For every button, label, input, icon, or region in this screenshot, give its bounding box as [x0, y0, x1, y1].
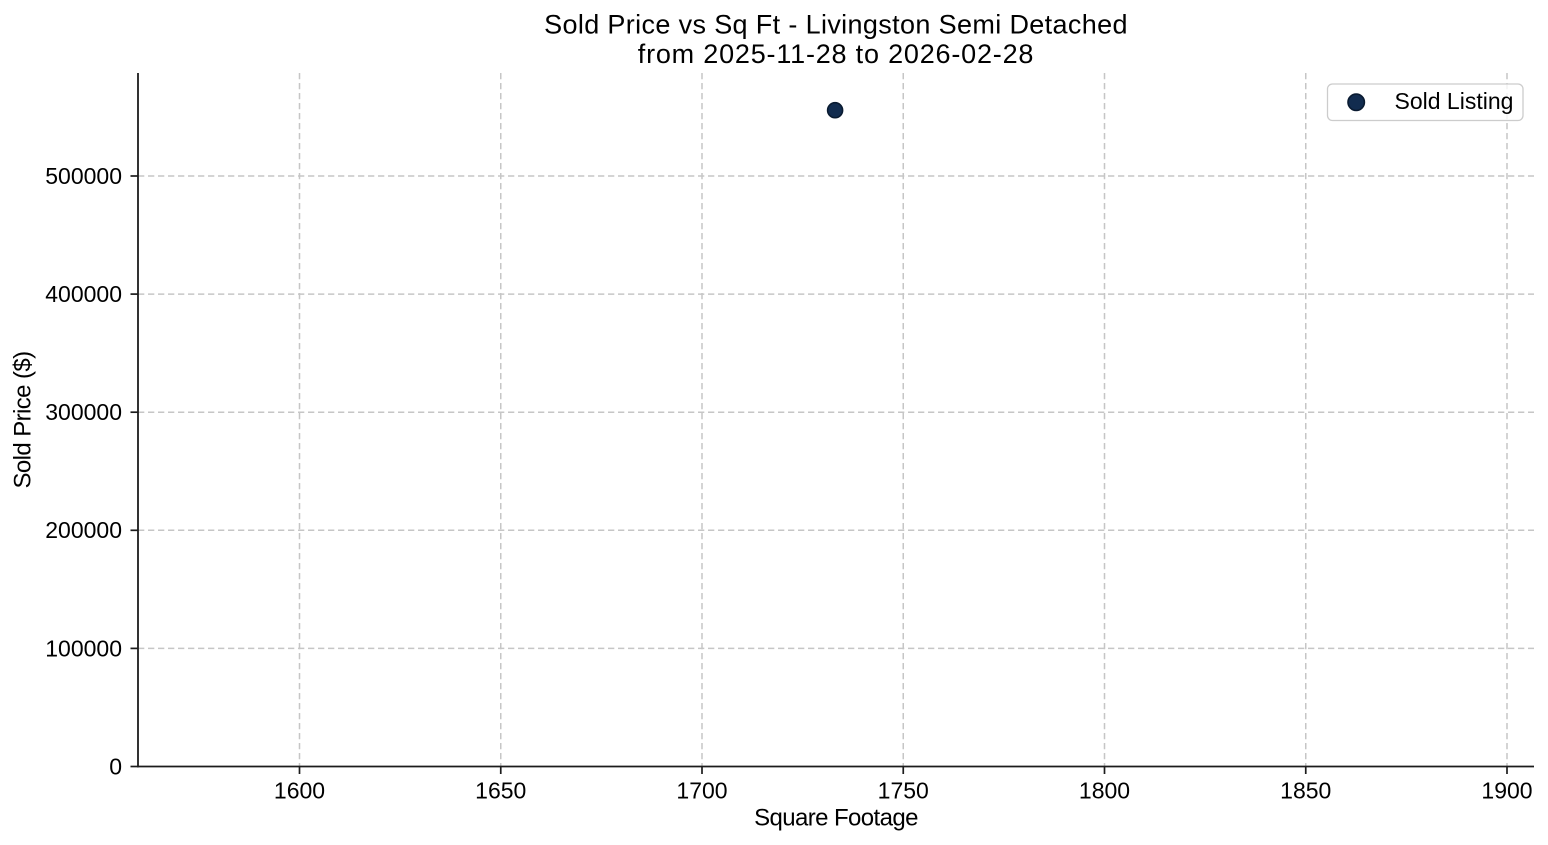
svg-text:Sold Listing: Sold Listing	[1395, 88, 1514, 114]
svg-text:300000: 300000	[45, 399, 122, 425]
svg-text:100000: 100000	[45, 635, 122, 661]
svg-text:500000: 500000	[45, 163, 122, 189]
svg-text:from 2025-11-28 to 2026-02-28: from 2025-11-28 to 2026-02-28	[638, 39, 1034, 69]
svg-text:1600: 1600	[274, 778, 325, 804]
svg-text:0: 0	[109, 753, 122, 779]
svg-text:1850: 1850	[1280, 778, 1331, 804]
svg-text:400000: 400000	[45, 281, 122, 307]
svg-text:1700: 1700	[676, 778, 727, 804]
svg-text:Sold Price vs Sq Ft - Livingst: Sold Price vs Sq Ft - Livingston Semi De…	[544, 9, 1128, 39]
svg-text:1800: 1800	[1079, 778, 1130, 804]
svg-text:Square Footage: Square Footage	[754, 804, 918, 831]
svg-text:200000: 200000	[45, 517, 122, 543]
svg-text:1650: 1650	[475, 778, 526, 804]
svg-text:1900: 1900	[1481, 778, 1532, 804]
svg-text:1750: 1750	[878, 778, 929, 804]
svg-text:Sold Price ($): Sold Price ($)	[10, 352, 37, 489]
